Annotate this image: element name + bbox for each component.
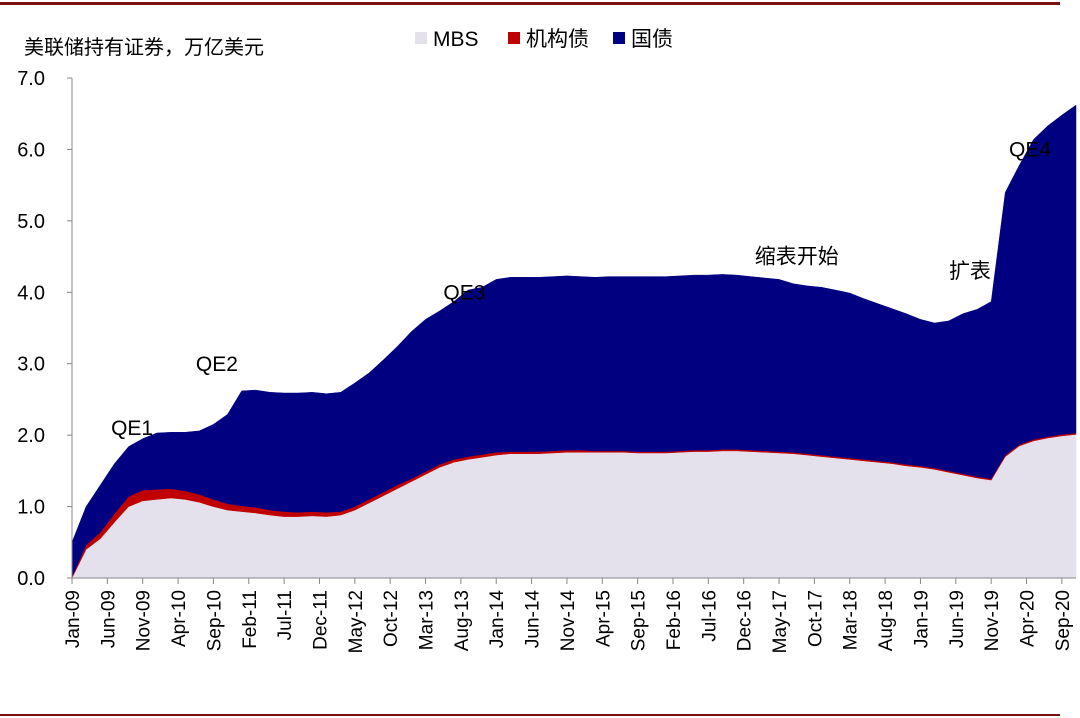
- legend-swatch-1: [508, 32, 520, 44]
- annotation-4: 扩表: [949, 259, 991, 283]
- x-tick-label: Nov-14: [558, 590, 579, 652]
- x-tick-label: Jan-19: [911, 590, 932, 648]
- x-tick-label: Sep-10: [204, 590, 225, 651]
- x-tick-label: Jun-19: [947, 590, 968, 648]
- x-tick-label: Feb-16: [664, 590, 685, 650]
- legend-swatch-2: [613, 32, 625, 44]
- x-tick-label: Jan-14: [487, 590, 508, 649]
- x-tick-label: Mar-18: [841, 590, 862, 650]
- y-tick-label: 0.0: [17, 568, 45, 590]
- x-tick-label: Oct-12: [381, 590, 402, 647]
- y-tick-label: 4.0: [17, 282, 45, 304]
- top-border-rule: [0, 2, 1060, 5]
- annotation-5: QE4: [1009, 139, 1051, 162]
- annotation-0: QE1: [111, 417, 153, 440]
- area-series-2: [71, 104, 1077, 577]
- x-tick-label: Apr-10: [169, 590, 190, 647]
- y-tick-label: 2.0: [17, 425, 45, 447]
- x-tick-label: Feb-11: [240, 590, 261, 649]
- x-tick-label: Aug-13: [452, 590, 473, 651]
- x-tick-label: Jul-11: [275, 590, 296, 640]
- annotation-1: QE2: [196, 353, 238, 376]
- x-tick-label: Jul-16: [699, 590, 720, 642]
- x-tick-label: Nov-09: [134, 590, 155, 651]
- legend-label-2: 国债: [631, 27, 673, 51]
- bottom-border-rule: [0, 714, 1060, 716]
- y-tick-label: 1.0: [17, 497, 45, 519]
- x-tick-label: Dec-11: [310, 590, 331, 650]
- legend-swatch-0: [415, 32, 427, 44]
- y-tick-label: 6.0: [17, 139, 45, 161]
- x-tick-label: Aug-18: [876, 590, 897, 651]
- x-tick-label: Apr-20: [1018, 590, 1039, 647]
- annotation-2: QE3: [443, 281, 485, 304]
- x-tick-label: Mar-13: [417, 590, 438, 650]
- x-tick-label: Oct-17: [805, 590, 826, 647]
- x-tick-label: Sep-15: [629, 590, 650, 651]
- x-tick-label: May-17: [770, 590, 791, 653]
- y-tick-label: 3.0: [17, 354, 45, 376]
- legend-label-0: MBS: [433, 28, 479, 51]
- annotation-3: 缩表开始: [755, 245, 839, 269]
- x-tick-label: Jun-14: [523, 590, 544, 649]
- x-tick-label: Jun-09: [98, 590, 119, 648]
- x-tick-label: Sep-20: [1053, 590, 1074, 651]
- y-tick-label: 7.0: [17, 68, 45, 90]
- y-axis-title: 美联储持有证券，万亿美元: [24, 35, 264, 59]
- x-tick-label: Nov-19: [982, 590, 1003, 651]
- y-tick-label: 5.0: [17, 211, 45, 233]
- x-tick-label: Apr-15: [593, 590, 614, 647]
- x-tick-label: May-12: [346, 590, 367, 653]
- x-tick-label: Dec-16: [735, 590, 756, 651]
- legend-label-1: 机构债: [526, 27, 589, 51]
- x-tick-label: Jan-09: [63, 590, 84, 648]
